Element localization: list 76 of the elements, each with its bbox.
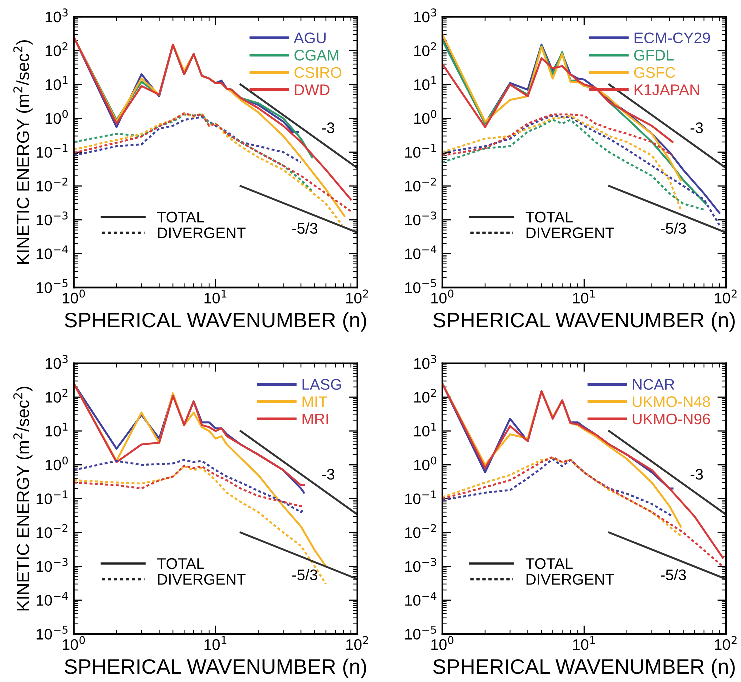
y-tick-label: 10$^{−3}$ [36, 212, 68, 226]
y-tick-label: 10$^{−1}$ [36, 144, 68, 158]
annotation: DIVERGENT [158, 228, 246, 238]
y-tick-label: 10$^{2}$ [414, 42, 436, 56]
y-tick-label: 10$^{0}$ [46, 110, 68, 124]
y-tick-label: 10$^{3}$ [46, 8, 68, 23]
annotation: TOTAL [526, 212, 573, 223]
text: UKMO-N48 [633, 396, 710, 408]
text: MIT [302, 396, 328, 408]
y-tick-label: 10$^{3}$ [414, 355, 436, 370]
y-tick-label: 10$^{3}$ [46, 355, 68, 370]
text: CGAM [294, 50, 339, 61]
y-tick-label: 10$^{−4}$ [406, 246, 437, 260]
x-axis-title: SPHERICAL WAVENUMBER (n) [64, 312, 366, 332]
y-tick-label: 10$^{−3}$ [406, 558, 436, 572]
x-tick-label: 10$^{1}$ [204, 290, 227, 304]
x-axis-title: SPHERICAL WAVENUMBER (n) [434, 312, 735, 332]
legend-label: K1JAPAN [634, 84, 700, 96]
y-tick-label: 10$^{0}$ [414, 456, 437, 471]
text: MRI [302, 414, 328, 424]
series-label: -5/3 [292, 569, 318, 581]
y-tick-label: 10$^{−2}$ [406, 524, 436, 538]
y-tick-label: 10$^{2}$ [46, 42, 68, 56]
series-label: -3 [690, 469, 704, 480]
x-axis-title: SPHERICAL WAVENUMBER (n) [434, 658, 735, 678]
y-tick-label: 10$^{−2}$ [36, 178, 68, 192]
y-tick-label: 10$^{1}$ [414, 423, 436, 437]
y-tick-label: 10$^{−4}$ [36, 246, 68, 260]
series-label: -3 [322, 122, 335, 134]
y-tick-label: 10$^{−3}$ [36, 558, 68, 572]
annotation: DIVERGENT [526, 228, 614, 238]
series-label: -5/3 [292, 222, 318, 234]
y-tick-label: 10$^{2}$ [414, 389, 436, 403]
y-tick-label: 10$^{−4}$ [406, 592, 437, 606]
text: AGU [294, 32, 326, 44]
series-label: -5/3 [661, 569, 686, 581]
annotation: TOTAL [526, 558, 573, 570]
x-tick-label: 10$^{2}$ [346, 290, 368, 304]
text: CSIRO [294, 67, 342, 78]
legend-label: ECM-CY29 [634, 32, 710, 44]
x-tick-label: 10$^{2}$ [346, 636, 368, 650]
y-tick-label: 10$^{1}$ [414, 76, 436, 90]
y-tick-label: 10$^{3}$ [414, 8, 436, 23]
y-tick-label: 10$^{0}$ [46, 456, 68, 471]
y-tick-label: 10$^{−3}$ [406, 212, 436, 226]
x-tick-label: 10$^{2}$ [715, 290, 737, 304]
x-tick-label: 10$^{1}$ [573, 636, 596, 650]
y-tick-label: 10$^{1}$ [46, 423, 68, 437]
annotation: TOTAL [157, 558, 204, 570]
y-axis-title: KINETIC ENERGY (m$^{2}$/sec$^{2}$) [14, 40, 33, 264]
text: LASG [302, 379, 342, 390]
series-label: -3 [690, 122, 704, 134]
x-tick-label: 10$^{2}$ [715, 636, 737, 650]
y-tick-label: 10$^{0}$ [414, 110, 437, 124]
y-tick-label: 10$^{−1}$ [406, 144, 436, 158]
y-tick-label: 10$^{−1}$ [406, 490, 436, 504]
x-tick-label: 10$^{1}$ [204, 636, 227, 650]
text: NCAR [633, 379, 675, 390]
y-tick-label: 10$^{−1}$ [36, 490, 68, 504]
legend-label: GFDL [634, 50, 674, 61]
text: DWD [295, 84, 330, 96]
series-label: -3 [322, 469, 335, 480]
legend-label: GSFC [634, 67, 676, 78]
x-tick-label: 10$^{1}$ [573, 290, 596, 304]
y-tick-label: 10$^{−2}$ [36, 524, 68, 538]
y-axis-title: KINETIC ENERGY (m$^{2}$/sec$^{2}$) [14, 387, 33, 611]
annotation: DIVERGENT [158, 574, 246, 586]
x-axis-title: SPHERICAL WAVENUMBER (n) [64, 658, 366, 678]
y-tick-label: 10$^{−2}$ [406, 178, 436, 192]
y-tick-label: 10$^{1}$ [46, 76, 68, 90]
series-label: -5/3 [661, 222, 686, 234]
series-label: UKMO-N96 [633, 414, 710, 425]
annotation: DIVERGENT [526, 574, 614, 586]
annotation: TOTAL [157, 212, 204, 223]
y-tick-label: 10$^{2}$ [46, 389, 68, 403]
y-tick-label: 10$^{−4}$ [36, 592, 68, 606]
